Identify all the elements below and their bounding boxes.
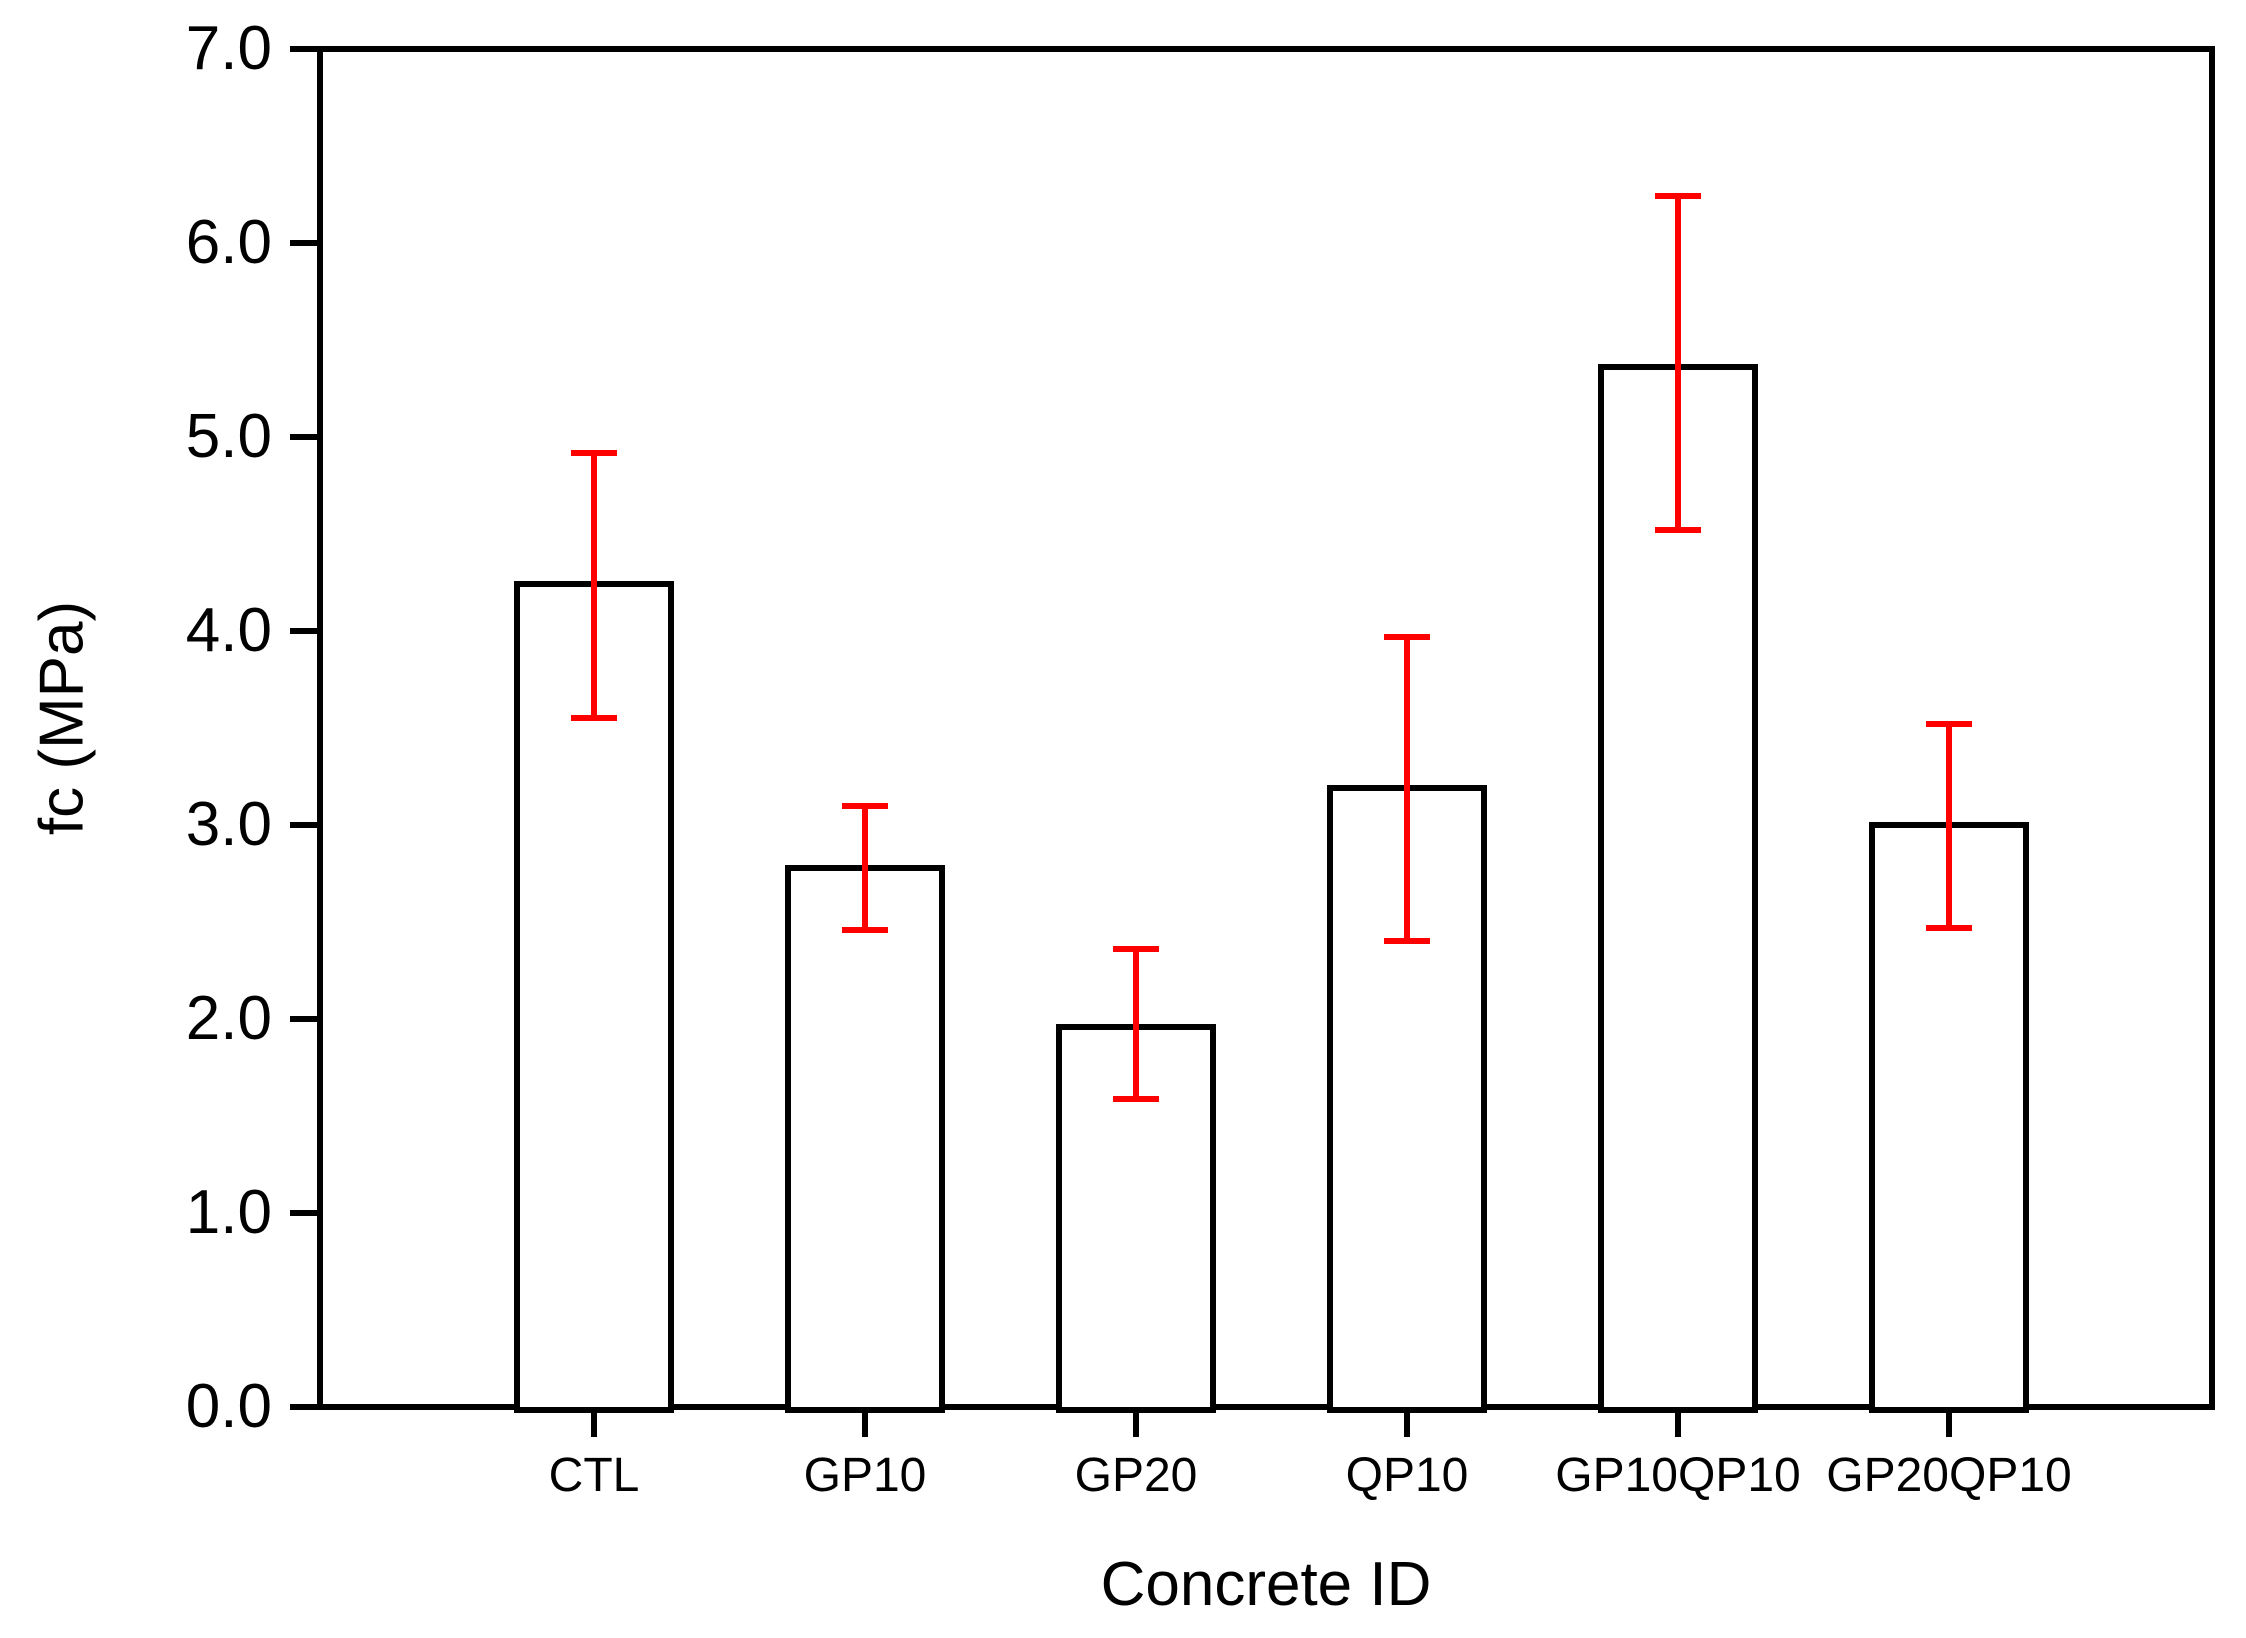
- error-bar-top-cap-GP20: [1113, 946, 1159, 953]
- error-bar-line-GP20: [1133, 949, 1139, 1099]
- error-bar-line-CTL: [591, 452, 597, 719]
- y-tick-6.0: [290, 240, 317, 246]
- error-bar-bottom-cap-QP10: [1384, 938, 1430, 945]
- x-axis-title: Concrete ID: [1100, 1550, 1432, 1619]
- y-tick-label-0.0: 0.0: [185, 1372, 272, 1441]
- y-tick-1.0: [290, 1210, 317, 1216]
- y-tick-4.0: [290, 628, 317, 634]
- error-bar-line-GP10: [862, 805, 868, 930]
- y-tick-label-5.0: 5.0: [185, 402, 272, 471]
- x-tick-GP20QP10: [1946, 1410, 1952, 1437]
- y-tick-label-3.0: 3.0: [185, 790, 272, 859]
- y-tick-label-2.0: 2.0: [185, 984, 272, 1053]
- y-tick-0.0: [290, 1404, 317, 1410]
- x-tick-QP10: [1404, 1410, 1410, 1437]
- x-tick-label-CTL: CTL: [548, 1449, 640, 1502]
- y-tick-2.0: [290, 1016, 317, 1022]
- error-bar-line-GP10QP10: [1675, 196, 1681, 531]
- x-tick-label-GP20QP10: GP20QP10: [1826, 1449, 2072, 1502]
- error-bar-bottom-cap-CTL: [571, 715, 617, 722]
- x-tick-GP10QP10: [1675, 1410, 1681, 1437]
- error-bar-bottom-cap-GP10: [842, 926, 888, 933]
- x-tick-CTL: [591, 1410, 597, 1437]
- x-tick-GP10: [862, 1410, 868, 1437]
- x-tick-label-GP10: GP10: [803, 1449, 927, 1502]
- error-bar-top-cap-GP10QP10: [1655, 193, 1701, 200]
- x-tick-label-GP20: GP20: [1074, 1449, 1198, 1502]
- x-tick-label-GP10QP10: GP10QP10: [1555, 1449, 1801, 1502]
- y-tick-5.0: [290, 434, 317, 440]
- error-bar-top-cap-CTL: [571, 449, 617, 456]
- error-bar-line-GP20QP10: [1946, 724, 1952, 928]
- y-tick-7.0: [290, 46, 317, 52]
- error-bar-line-QP10: [1404, 636, 1410, 942]
- y-tick-label-7.0: 7.0: [185, 14, 272, 83]
- error-bar-bottom-cap-GP20: [1113, 1095, 1159, 1102]
- x-tick-GP20: [1133, 1410, 1139, 1437]
- y-tick-label-4.0: 4.0: [185, 596, 272, 665]
- bar-GP10: [785, 864, 945, 1413]
- error-bar-bottom-cap-GP20QP10: [1926, 924, 1972, 931]
- bar-GP10QP10: [1598, 364, 1758, 1413]
- y-axis-title: fc (MPa): [27, 600, 97, 836]
- error-bar-top-cap-GP20QP10: [1926, 721, 1972, 728]
- x-tick-label-QP10: QP10: [1345, 1449, 1469, 1502]
- error-bar-top-cap-GP10: [842, 802, 888, 809]
- y-tick-label-1.0: 1.0: [185, 1178, 272, 1247]
- error-bar-bottom-cap-GP10QP10: [1655, 527, 1701, 534]
- y-tick-3.0: [290, 822, 317, 828]
- error-bar-top-cap-QP10: [1384, 633, 1430, 640]
- y-tick-label-6.0: 6.0: [185, 208, 272, 277]
